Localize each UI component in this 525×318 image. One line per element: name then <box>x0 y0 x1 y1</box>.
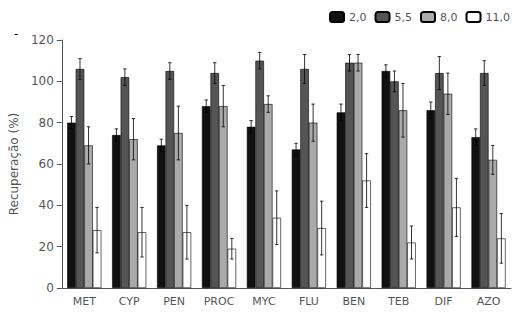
svg-text:8,0: 8,0 <box>440 11 458 24</box>
svg-text:11,0: 11,0 <box>486 11 511 24</box>
svg-text:DIF: DIF <box>435 295 453 308</box>
svg-text:120: 120 <box>31 33 54 47</box>
svg-text:20: 20 <box>39 240 54 254</box>
svg-text:40: 40 <box>39 198 54 212</box>
svg-text:PEN: PEN <box>163 295 185 308</box>
svg-text:TEB: TEB <box>387 295 409 308</box>
svg-text:80: 80 <box>39 116 54 130</box>
svg-text:BEN: BEN <box>342 295 365 308</box>
svg-text:FLU: FLU <box>299 295 319 308</box>
svg-text:0: 0 <box>46 281 54 295</box>
svg-text:5,5: 5,5 <box>395 11 413 24</box>
svg-text:AZO: AZO <box>477 295 501 308</box>
svg-text:MET: MET <box>73 295 96 308</box>
svg-text:2,0: 2,0 <box>349 11 367 24</box>
svg-text:CYP: CYP <box>119 295 140 308</box>
svg-text:PROC: PROC <box>204 295 235 308</box>
svg-text:Recuperação (%): Recuperação (%) <box>7 113 21 216</box>
svg-text:-: - <box>14 27 18 41</box>
svg-text:60: 60 <box>39 157 54 171</box>
svg-text:MYC: MYC <box>252 295 276 308</box>
svg-text:100: 100 <box>31 74 54 88</box>
